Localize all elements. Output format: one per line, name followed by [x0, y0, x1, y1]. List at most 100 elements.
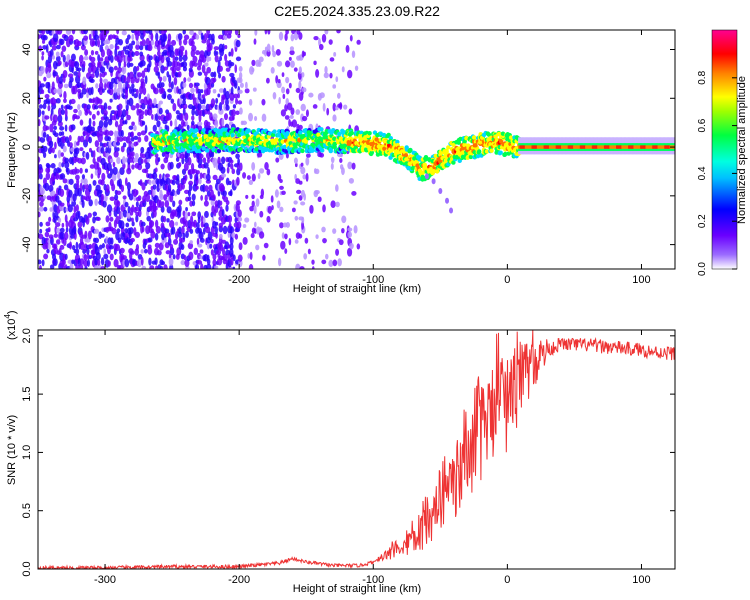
spectrogram-cell — [53, 132, 59, 138]
spectrogram-cell — [50, 163, 56, 169]
spectrogram-cell — [585, 145, 588, 149]
spectrogram-cell — [431, 169, 436, 174]
spectrogram-cell — [238, 147, 243, 152]
spectrogram-cell — [136, 65, 140, 72]
spectrogram-cell — [543, 145, 546, 149]
spectrogram-cell — [329, 57, 335, 62]
spectrogram-cell — [57, 217, 62, 223]
spectrogram-cell — [218, 233, 223, 239]
spectrogram-cell — [77, 67, 82, 72]
spectrogram-cell — [555, 145, 558, 149]
spectrogram-cell — [90, 73, 95, 79]
spectrogram-cell — [214, 221, 219, 226]
spectrogram-cell — [193, 62, 198, 67]
spectrogram-cell — [169, 44, 174, 53]
spectrogram-cell — [337, 131, 342, 137]
snr-x-tick-label: -300 — [94, 574, 116, 586]
spectrogram-cell — [137, 195, 142, 201]
spectrogram-cell — [206, 30, 211, 36]
spectrogram-cell — [229, 62, 235, 67]
spectrogram-cell — [314, 189, 320, 195]
spectrogram-cell — [125, 38, 129, 45]
spectrogram-cell — [167, 112, 172, 121]
spectrogram-cell — [312, 104, 318, 109]
spectrogram-cell — [290, 107, 295, 115]
spectrogram-cell — [155, 219, 159, 229]
spectrogram-cell — [73, 140, 77, 149]
spectrogram-cell — [197, 211, 202, 220]
spectrogram-cell — [92, 211, 97, 217]
spectrogram-cell — [130, 237, 135, 243]
spectrogram-cell — [38, 156, 41, 164]
spectrogram-cell — [50, 190, 56, 197]
spectrogram-cell — [204, 210, 209, 219]
spectrogram-cell — [224, 45, 228, 50]
spectrogram-cell — [565, 145, 568, 149]
spectrogram-cell — [130, 143, 135, 148]
spectrogram-cell — [154, 205, 158, 211]
spectrogram-cell — [53, 233, 59, 238]
spectrogram-cell — [126, 181, 131, 191]
spectrogram-cell — [184, 174, 188, 181]
spectrogram-cell — [42, 145, 48, 153]
spectrogram-cell — [85, 108, 91, 114]
spectrogram-cell — [190, 163, 195, 171]
spectrogram-cell — [645, 145, 648, 149]
spectrogram-cell — [599, 145, 602, 149]
spectrogram-cell — [183, 38, 188, 46]
spectrogram-cell — [79, 135, 85, 143]
spectrogram-cell — [38, 108, 42, 118]
spectrogram-cell — [161, 260, 166, 266]
spectrogram-cell — [38, 104, 44, 109]
spectrogram-cell — [60, 104, 64, 110]
spectrogram-cell — [115, 141, 121, 146]
spectrogram-cell — [47, 167, 51, 173]
spectrogram-cell — [62, 69, 68, 79]
spectrogram-cell — [150, 228, 154, 234]
spectrogram-cell — [451, 142, 456, 148]
spectrogram-cell — [183, 34, 190, 40]
spectrogram-cell — [208, 56, 212, 62]
spectrogram-cell — [171, 226, 176, 235]
spectrogram-cell — [570, 145, 573, 149]
spectrogram-cell — [88, 199, 93, 207]
spectrogram-cell — [192, 55, 198, 63]
spectrogram-cell — [234, 30, 239, 36]
spectrogram-cell — [128, 62, 134, 67]
spectrogram-cell — [42, 131, 47, 138]
spectrogram-cell — [227, 162, 231, 168]
spectrogram-cell — [135, 103, 140, 109]
spectrogram-cell — [76, 88, 82, 94]
spectrogram-cell — [71, 30, 76, 35]
spectrogram-cell — [89, 164, 95, 169]
spectrogram-cell — [641, 145, 644, 149]
spectrogram-cell — [57, 114, 63, 123]
spectrogram-cell — [194, 128, 199, 133]
spectrogram-cell — [285, 76, 290, 84]
spectrogram-cell — [46, 248, 50, 254]
spectrogram-cell — [311, 259, 315, 265]
spectrogram-cell — [173, 239, 179, 245]
spectrogram-cell — [147, 44, 153, 52]
spectrogram-cell — [497, 151, 503, 156]
spectrogram-cell — [171, 189, 176, 197]
spectrogram-cell — [154, 30, 160, 34]
spectrogram-cell — [301, 221, 305, 230]
spectrogram-cell — [528, 145, 531, 149]
spectrogram-cell — [199, 153, 204, 159]
spectrogram-cell — [177, 88, 182, 95]
spectrogram-cell — [301, 115, 308, 122]
spectrogram-cell — [48, 184, 54, 193]
spectrogram-cell — [644, 145, 647, 149]
spectrogram-cell — [45, 125, 50, 131]
spectrogram-cell — [167, 60, 173, 67]
spectrogram-cell — [188, 67, 193, 73]
spectrogram-cell — [279, 179, 283, 184]
spectrogram-cell — [110, 237, 114, 245]
spectrogram-cell — [266, 43, 271, 53]
spectrogram-cell — [193, 219, 198, 228]
spectrogram-cell — [193, 247, 199, 256]
spectrogram-cell — [200, 195, 204, 201]
spectrogram-cell — [94, 69, 100, 78]
spectrogram-cell — [117, 103, 123, 110]
